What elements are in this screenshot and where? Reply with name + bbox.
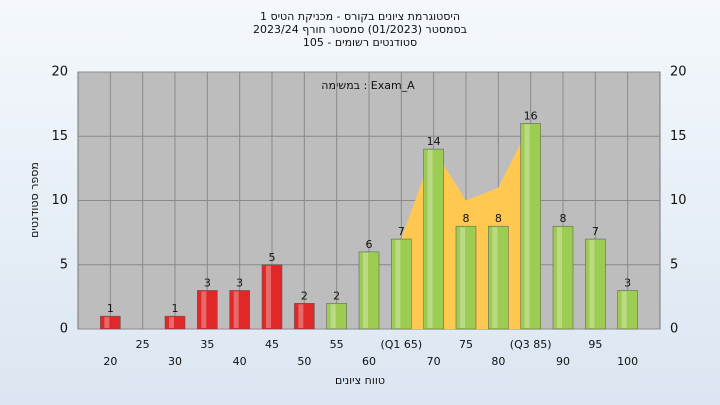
bar — [294, 303, 315, 330]
y-tick-label: 5 — [60, 257, 68, 272]
y2-tick-label: 0 — [670, 322, 678, 337]
bar-highlight — [104, 317, 110, 328]
annotation: במשימה : Exam_A — [321, 79, 415, 92]
y-tick-label: 10 — [51, 193, 68, 208]
bar-highlight — [557, 227, 562, 328]
x-tick-label: 45 — [265, 338, 279, 351]
value-label: 8 — [495, 212, 502, 225]
bar — [358, 251, 380, 330]
bar — [585, 238, 606, 330]
x-tick-label: 25 — [136, 338, 150, 351]
bar-highlight — [492, 227, 498, 328]
bar — [455, 225, 477, 330]
value-label: 1 — [107, 302, 114, 315]
x-tick-label: 75 — [459, 338, 473, 351]
value-label: 16 — [524, 109, 538, 122]
bar — [391, 238, 412, 330]
x-tick-label: 95 — [588, 338, 602, 351]
x-tick-label: 40 — [233, 355, 247, 368]
x-tick-label: 80 — [491, 355, 505, 368]
bar — [326, 303, 347, 330]
x-tick-label: 70 — [427, 355, 441, 368]
value-label: 2 — [301, 289, 308, 302]
bar-highlight — [298, 304, 304, 328]
bar — [488, 225, 509, 330]
y-tick-label: 0 — [60, 322, 68, 337]
bar — [261, 264, 283, 330]
y2-tick-label: 5 — [670, 257, 678, 272]
x-axis-label: טווח ציונים — [335, 374, 385, 387]
bar-highlight — [330, 304, 336, 328]
x-tick-label: (Q3 85) — [510, 338, 552, 351]
title-line: היסטוגרמת ציונים בקורס - מכניקת הטיס 1 — [260, 10, 460, 23]
x-tick-label: 55 — [330, 338, 344, 351]
value-label: 6 — [366, 238, 373, 251]
y-axis-label: מספר סטודנטים — [28, 162, 41, 238]
bar-highlight — [363, 252, 368, 328]
bar-highlight — [589, 240, 595, 328]
bar — [197, 290, 218, 330]
x-tick-label: 90 — [556, 355, 570, 368]
value-label: 8 — [463, 212, 470, 225]
bar-highlight — [427, 150, 433, 328]
value-label: 5 — [269, 251, 276, 264]
title-line: בסמסטר (01/2023) סמסטר חורף 2023/24 — [253, 23, 467, 36]
value-label: 7 — [592, 225, 599, 238]
bar-highlight — [460, 227, 465, 328]
value-label: 3 — [204, 276, 211, 289]
bar-highlight — [233, 291, 239, 328]
bar — [617, 290, 638, 330]
y2-tick-label: 10 — [670, 193, 687, 208]
bar — [520, 123, 541, 330]
y2-tick-label: 20 — [670, 65, 687, 80]
bar — [229, 290, 250, 330]
x-tick-label: 30 — [168, 355, 182, 368]
bar — [100, 315, 121, 330]
bar-highlight — [201, 291, 207, 328]
x-tick-label: 35 — [200, 338, 214, 351]
bar-highlight — [169, 317, 174, 328]
bar-highlight — [621, 291, 627, 328]
value-label: 1 — [172, 302, 179, 315]
x-tick-label: 60 — [362, 355, 376, 368]
x-tick-label: 50 — [297, 355, 311, 368]
bar — [423, 148, 444, 330]
bar-highlight — [266, 265, 271, 328]
y-tick-label: 15 — [51, 129, 68, 144]
value-label: 14 — [427, 135, 441, 148]
x-tick-label: 20 — [103, 355, 117, 368]
value-label: 3 — [624, 276, 631, 289]
value-label: 3 — [236, 276, 243, 289]
bar-highlight — [395, 240, 401, 328]
value-label: 8 — [560, 212, 567, 225]
y-tick-label: 20 — [51, 65, 68, 80]
bar — [552, 225, 574, 330]
x-tick-label: 100 — [617, 355, 638, 368]
y2-tick-label: 15 — [670, 129, 687, 144]
value-label: 7 — [398, 225, 405, 238]
bar — [164, 315, 186, 330]
value-label: 2 — [333, 289, 340, 302]
title-line: סטודנטים רשומים - 105 — [303, 36, 417, 49]
bar-highlight — [524, 124, 530, 329]
x-tick-label: (Q1 65) — [380, 338, 422, 351]
